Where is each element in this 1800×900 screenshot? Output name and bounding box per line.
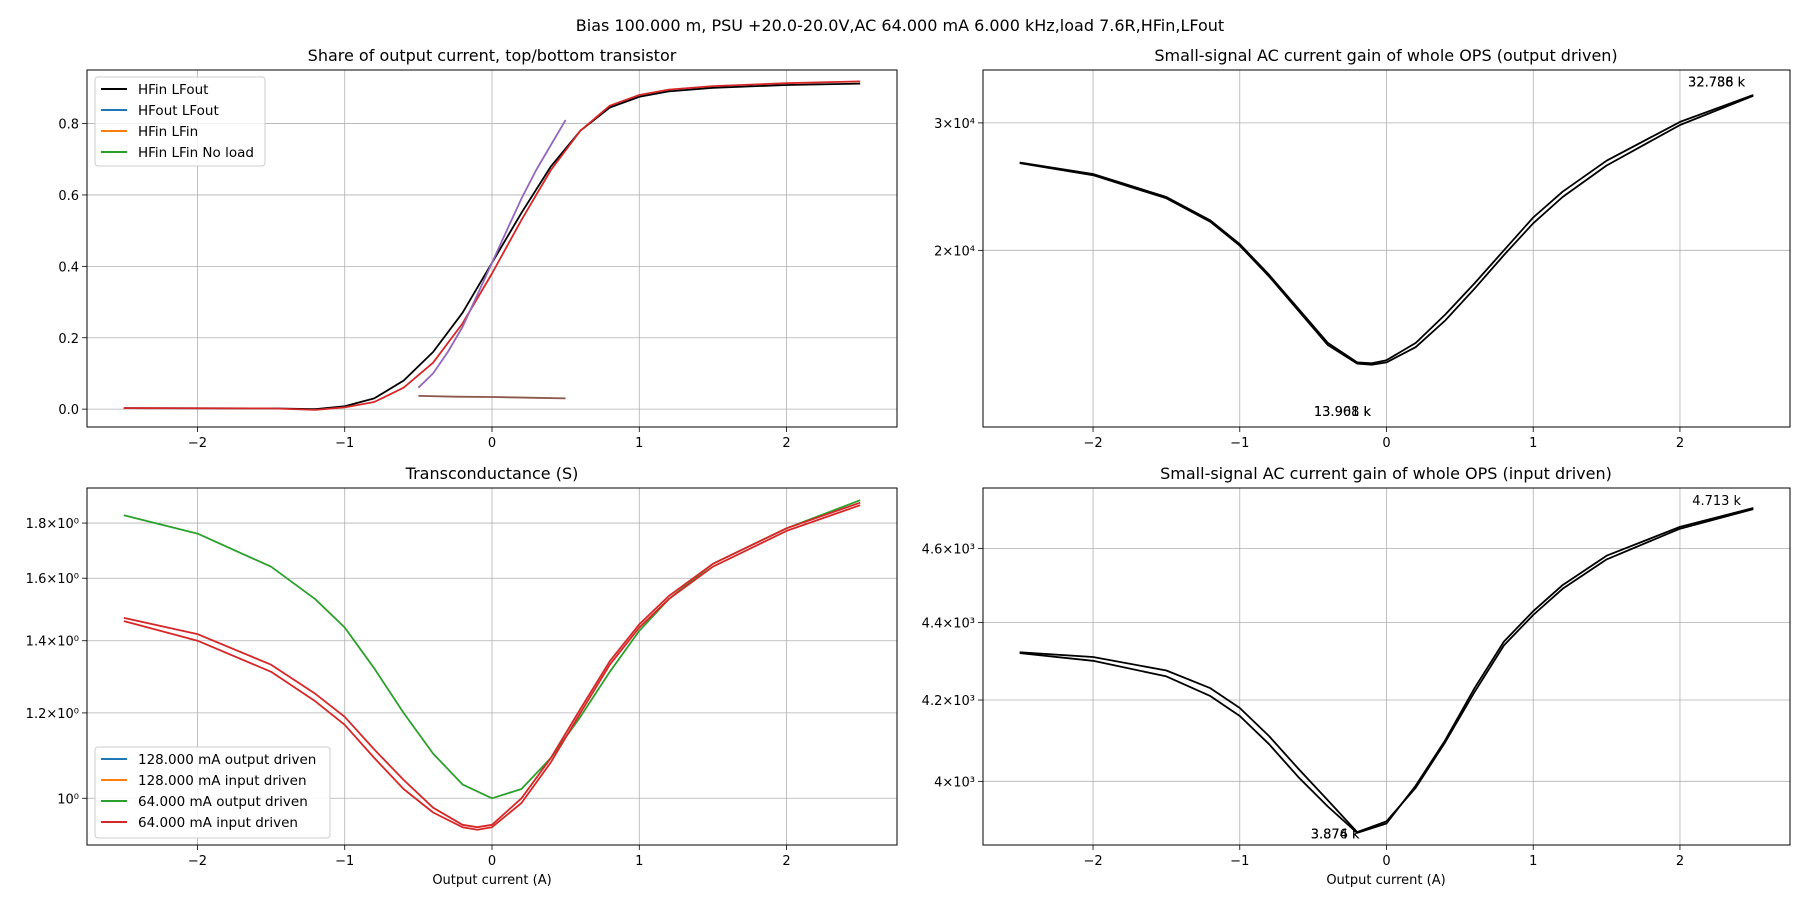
y-tick-label: 1.6×10⁰ (26, 572, 79, 587)
tick-group: −2 −1 0 1 2 10⁰ 1.2×10⁰ 1.4×10⁰ 1.6×10⁰ 1.8×10⁰ (26, 517, 791, 869)
series-line (1019, 94, 1754, 365)
annotation-group: 3.874 k3.876 k 4.713 k (1311, 494, 1742, 843)
legend-entry-label: 64.000 mA input driven (138, 815, 298, 831)
tick-group: −2 −1 0 1 2 0.0 0.2 0.4 0.6 0.8 (58, 118, 790, 451)
y-tick-label: 0.4 (58, 260, 79, 275)
tick-group: −2 −1 0 1 2 2×10⁴ 3×10⁴ (934, 117, 1684, 451)
y-tick-label: 4×10³ (934, 775, 975, 790)
x-tick-label: 0 (488, 854, 496, 869)
legend-entry-label: HFout LFout (138, 103, 219, 119)
tick-group: −2 −1 0 1 2 4×10³ 4.2×10³ 4.4×10³ 4.6×10³ (922, 542, 1684, 869)
x-tick-label: 0 (1382, 436, 1390, 451)
series-line-64-000-ma-input-driven (123, 504, 861, 831)
series-group (123, 499, 861, 831)
subplot-title: Share of output current, top/bottom tran… (308, 46, 677, 65)
series-line (418, 395, 566, 400)
legend-frame (94, 746, 331, 839)
series-line (1019, 94, 1754, 366)
grid (983, 488, 1790, 845)
legend-frame (94, 76, 266, 167)
series-group (1019, 507, 1754, 834)
value-annotation: 3.876 k (1311, 828, 1360, 843)
y-tick-label: 4.6×10³ (922, 542, 975, 557)
subplot-title: Small-signal AC current gain of whole OP… (1160, 464, 1612, 483)
x-tick-label: 2 (1676, 436, 1684, 451)
y-tick-label: 0.2 (58, 332, 79, 347)
x-tick-label: 1 (1529, 854, 1537, 869)
subplot-gain-output-driven: Small-signal AC current gain of whole OP… (934, 46, 1791, 451)
x-tick-label: 1 (635, 436, 643, 451)
legend-entry-label: 64.000 mA output driven (138, 794, 308, 810)
x-tick-label: 2 (782, 436, 790, 451)
x-axis-label: Output current (A) (1326, 873, 1445, 888)
x-tick-label: −2 (1083, 436, 1102, 451)
legend-entry-label: HFin LFout (138, 82, 208, 98)
value-annotation: 32.788 k (1688, 75, 1746, 90)
value-annotation: 32.736 k (1688, 75, 1746, 90)
legend-entry-label: HFin LFin No load (138, 145, 254, 161)
grid (983, 70, 1790, 427)
annotation-group: 13.908 k13.961 k 32.736 k32.788 k (1314, 75, 1746, 420)
value-annotation: 13.908 k (1314, 405, 1372, 420)
x-tick-label: −2 (1083, 854, 1102, 869)
figure-suptitle: Bias 100.000 m, PSU +20.0-20.0V,AC 64.00… (576, 16, 1224, 35)
subplot-title: Transconductance (S) (405, 464, 579, 483)
y-tick-label: 1.4×10⁰ (26, 635, 79, 650)
legend-entry-label: 128.000 mA output driven (138, 752, 316, 768)
x-tick-label: 2 (782, 854, 790, 869)
series-group (123, 80, 861, 411)
y-tick-label: 1.8×10⁰ (26, 517, 79, 532)
x-tick-label: −2 (188, 854, 207, 869)
y-tick-label: 2×10⁴ (934, 244, 975, 259)
series-group (1019, 94, 1754, 366)
value-annotation: 13.961 k (1314, 405, 1372, 420)
legend: HFin LFout HFout LFout HFin LFin HFin LFin … (94, 76, 266, 167)
x-axis-label: Output current (A) (432, 873, 551, 888)
subplot-transconductance: Transconductance (S) −2 −1 0 1 2 10⁰ 1.2×10⁰ 1.… (26, 464, 898, 888)
subplot-share-of-output-current: Share of output current, top/bottom tran… (58, 46, 898, 451)
x-tick-label: −1 (1230, 436, 1249, 451)
x-tick-label: 0 (1382, 854, 1390, 869)
x-tick-label: 1 (1529, 436, 1537, 451)
legend-entry-label: HFin LFin (138, 124, 198, 140)
series-line (123, 80, 861, 411)
x-tick-label: 0 (488, 436, 496, 451)
series-line (123, 501, 861, 829)
y-tick-label: 0.0 (58, 403, 79, 418)
value-annotation: 3.874 k (1311, 828, 1360, 843)
x-tick-label: 2 (1676, 854, 1684, 869)
series-line (1019, 507, 1754, 834)
y-tick-label: 3×10⁴ (934, 117, 975, 132)
subplot-gain-input-driven: Small-signal AC current gain of whole OP… (922, 464, 1791, 888)
x-tick-label: 1 (635, 854, 643, 869)
value-annotation: 4.713 k (1692, 494, 1741, 509)
y-tick-label: 10⁰ (57, 792, 79, 807)
subplot-title: Small-signal AC current gain of whole OP… (1154, 46, 1617, 65)
x-tick-label: −1 (335, 436, 354, 451)
legend: 128.000 mA output driven 128.000 mA input… (94, 746, 331, 839)
series-line (417, 119, 567, 389)
y-tick-label: 1.2×10⁰ (26, 707, 79, 722)
y-tick-label: 4.4×10³ (922, 617, 975, 632)
series-line (1019, 508, 1754, 833)
y-tick-label: 0.6 (58, 189, 79, 204)
legend-entry-label: 128.000 mA input driven (138, 773, 307, 789)
x-tick-label: −2 (188, 436, 207, 451)
x-tick-label: −1 (335, 854, 354, 869)
x-tick-label: −1 (1230, 854, 1249, 869)
series-line-hfin-lfout (123, 82, 861, 410)
y-tick-label: 0.8 (58, 118, 79, 133)
y-tick-label: 4.2×10³ (922, 694, 975, 709)
